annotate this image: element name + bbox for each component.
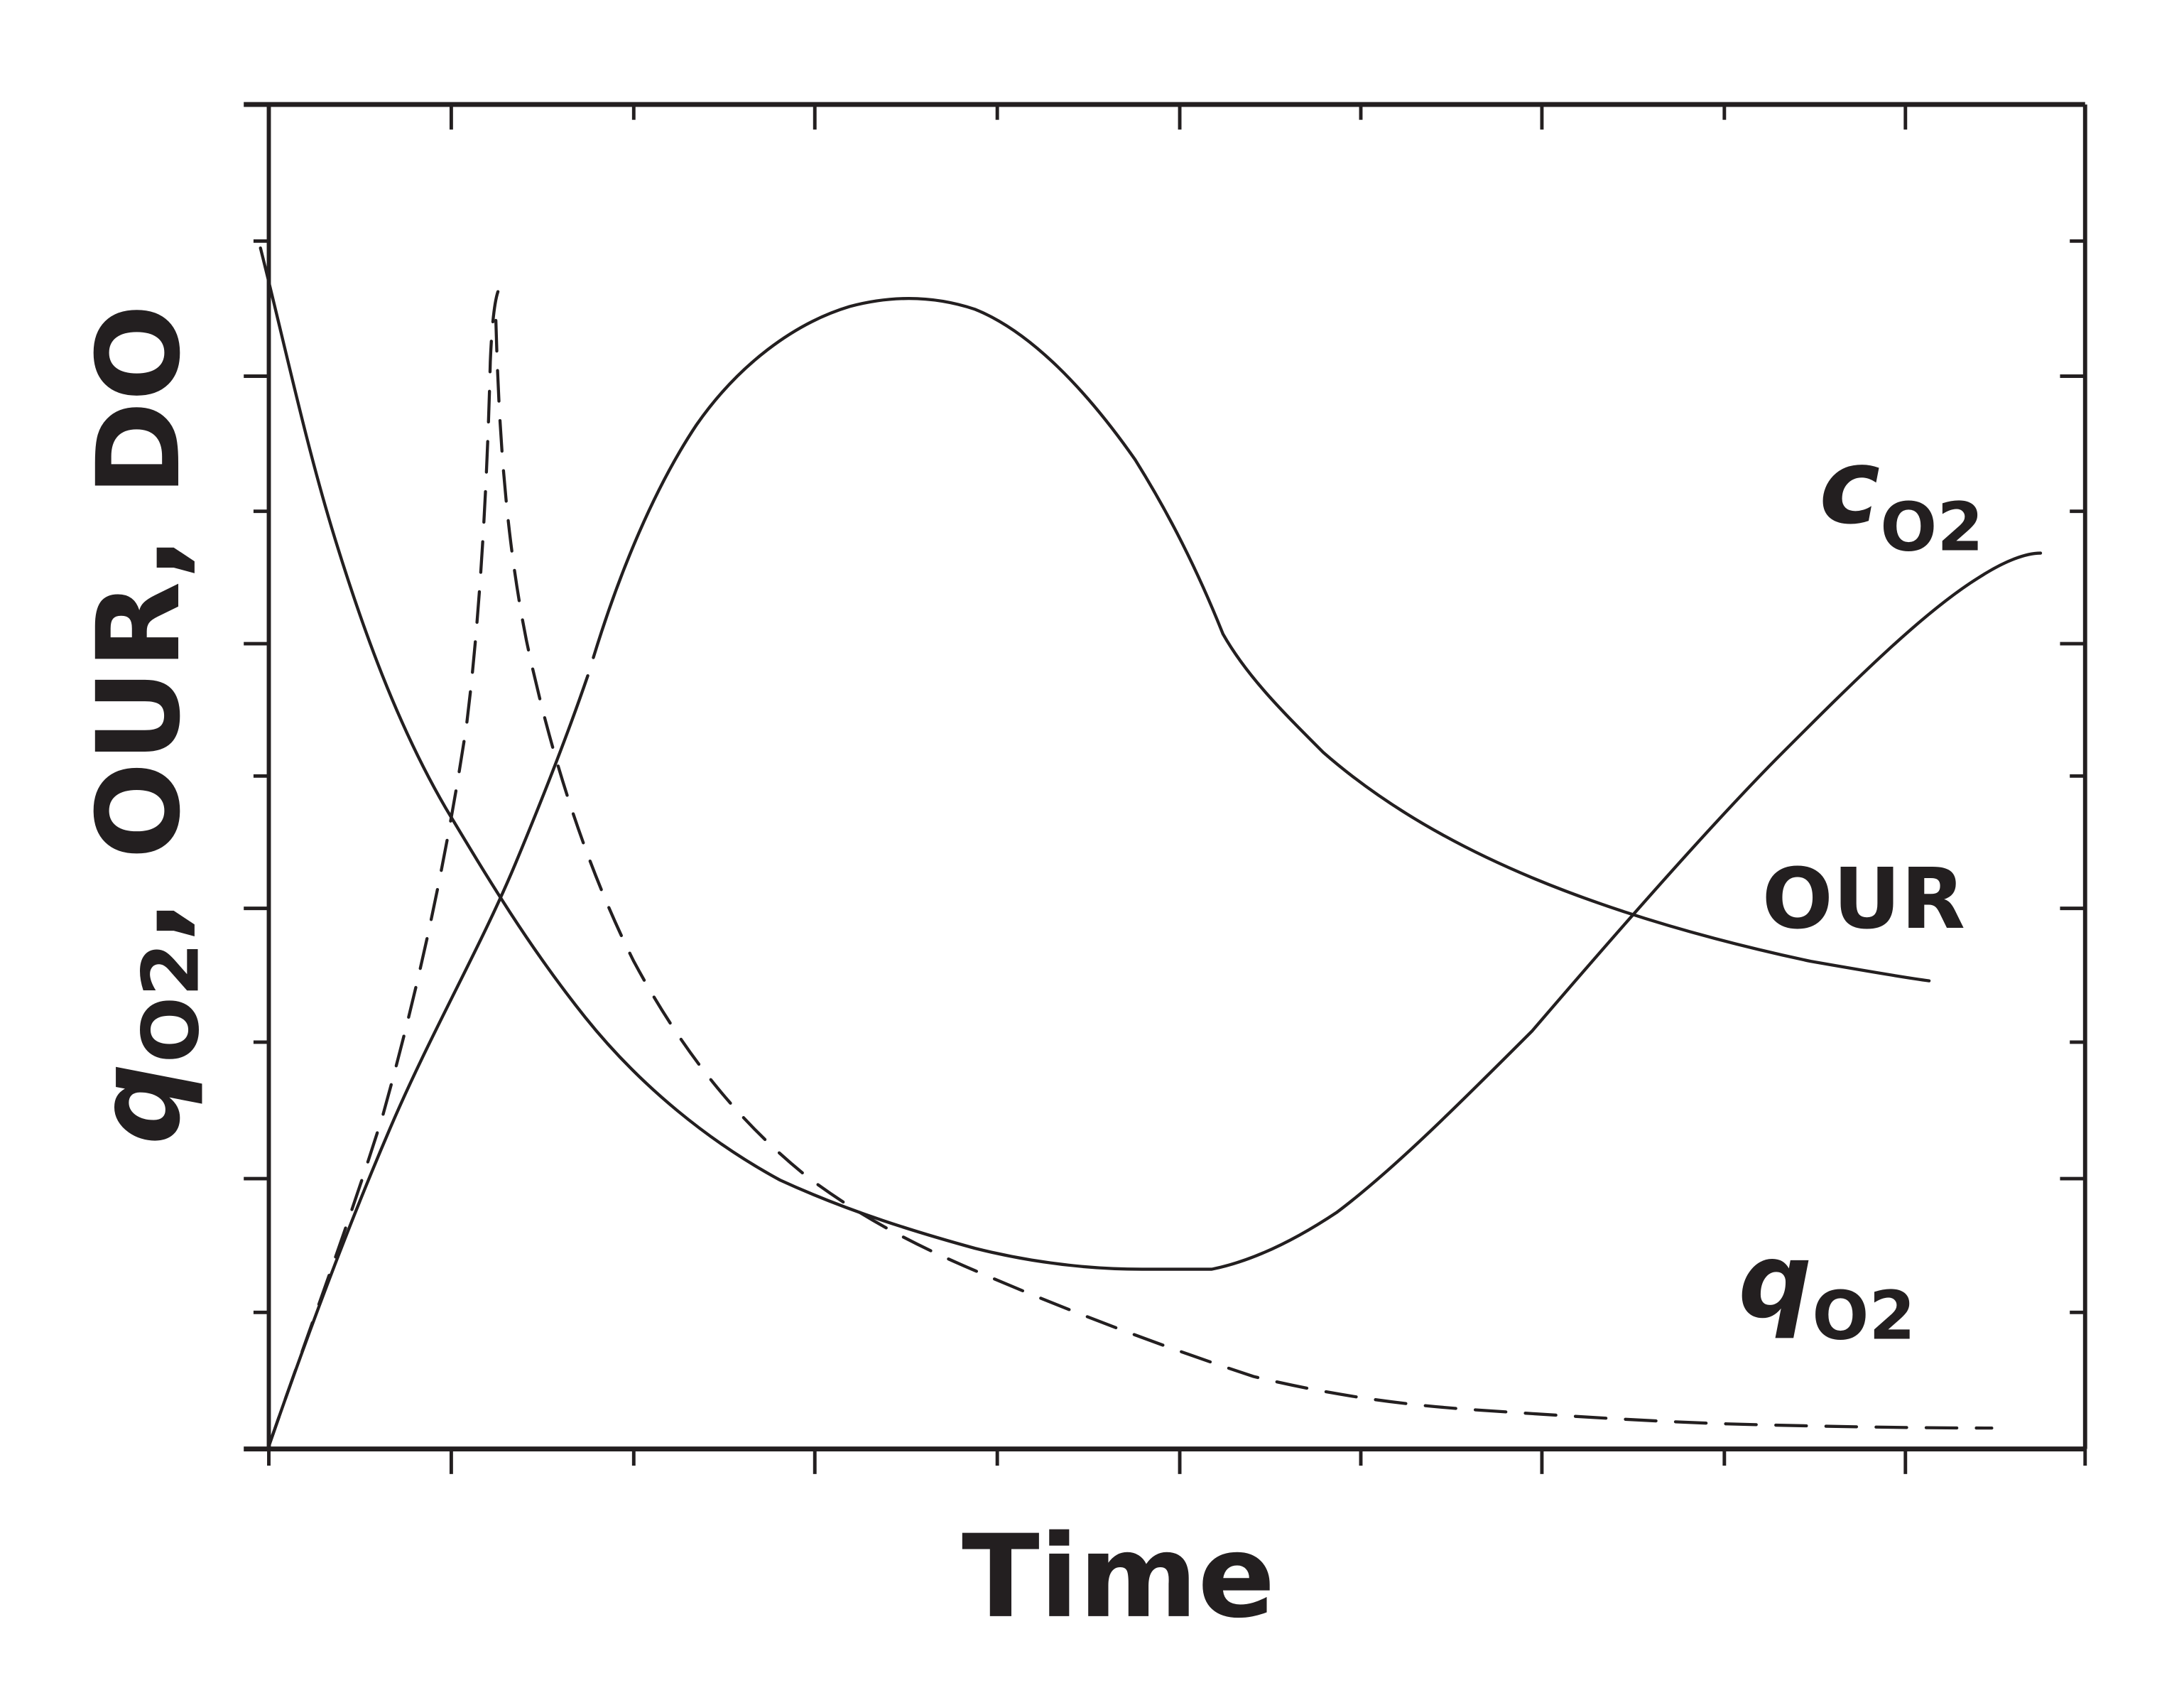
label-qO2: qO2 (1738, 1221, 1915, 1355)
x-axis-title: Time (962, 1510, 1275, 1643)
series-qO2-line-descending (494, 318, 1994, 1430)
y-axis-title: qO2, OUR, DO (72, 304, 216, 1144)
y-ticks (244, 239, 2085, 1314)
series-cO2-line (259, 246, 2043, 1271)
series-OUR-line (267, 297, 1931, 1448)
series-qO2-line (267, 288, 501, 1448)
label-cO2: cO2 (1819, 427, 1984, 566)
label-OUR: OUR (1762, 850, 1965, 948)
x-ticks (267, 104, 2087, 1474)
